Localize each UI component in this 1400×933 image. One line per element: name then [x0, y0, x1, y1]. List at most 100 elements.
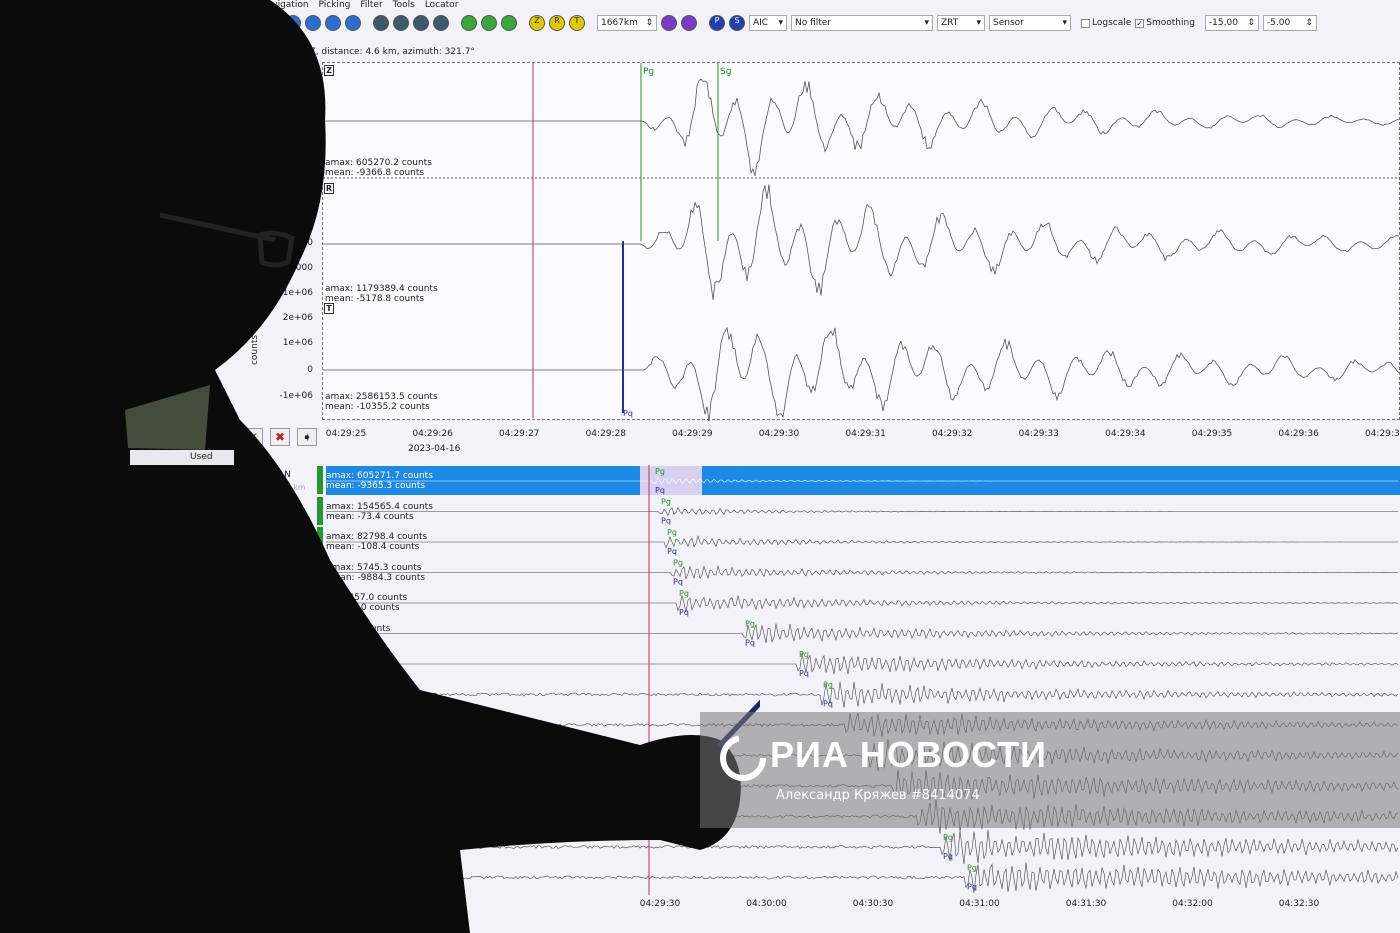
- tool-align-icon[interactable]: [413, 15, 429, 31]
- tool-reset-icon[interactable]: [433, 15, 449, 31]
- ria-logo-icon: [720, 735, 766, 781]
- station-amax: ax: 5457.0 counts: [326, 593, 408, 603]
- component-waveform: [323, 184, 1400, 300]
- watermark-credit: Александр Кряжев #8414074: [776, 788, 980, 803]
- time-tick: 04:29:35: [1191, 429, 1233, 439]
- time-tick: 04:32:00: [1172, 899, 1213, 909]
- smoothing-label: Smoothing: [1146, 18, 1195, 28]
- pg-pick-label: Pg: [655, 467, 665, 476]
- s-pick-button[interactable]: S: [729, 15, 745, 31]
- logscale-checkbox[interactable]: Logscale: [1081, 18, 1131, 28]
- station-amax: amax: 5745.3 counts: [326, 562, 422, 573]
- component-amax: amax: 605270.2 counts: [325, 158, 432, 168]
- sort-azimuth-icon[interactable]: [681, 15, 697, 31]
- time-tick: 04:29:34: [1105, 429, 1146, 439]
- station-amax: amax: 154565.4 counts: [326, 501, 433, 512]
- picker-select[interactable]: AIC ▾: [749, 15, 787, 31]
- menu-filter[interactable]: Filter: [360, 0, 383, 10]
- max-value: -5.00: [1266, 18, 1291, 28]
- max-spinbox[interactable]: -5.00 ⇕: [1262, 15, 1317, 31]
- station-waveform: [325, 862, 1399, 894]
- smoothing-checkbox[interactable]: ✓ Smoothing: [1135, 18, 1195, 28]
- component-waveform: [323, 78, 1400, 177]
- reject-button[interactable]: ✖: [270, 428, 290, 446]
- time-tick: 04:30:00: [746, 899, 787, 909]
- nav-fit-icon[interactable]: [325, 15, 341, 31]
- pq-pick-label: Pq: [799, 669, 809, 678]
- filter-select[interactable]: No filter ▾: [791, 15, 933, 31]
- time-tick: 04:29:32: [931, 429, 973, 439]
- menu-navigation[interactable]: Navigation: [260, 0, 309, 10]
- component-z-button[interactable]: Z: [529, 15, 545, 31]
- station-mean: : -9710.0 counts: [326, 603, 400, 613]
- pq-pick-label: Pq: [967, 883, 977, 892]
- time-tick: 04:29:30: [639, 899, 681, 909]
- used-indicator[interactable]: [317, 466, 323, 494]
- time-tick: 04:30:30: [852, 899, 894, 909]
- station-mean: mean: -108.4 counts: [326, 542, 420, 552]
- y-tick: 0: [307, 238, 313, 248]
- checkbox-icon: [1081, 18, 1090, 28]
- y-tick: 1e+06: [282, 338, 313, 348]
- pg-pick-label: Pg: [667, 528, 677, 537]
- used-indicator[interactable]: [317, 496, 323, 525]
- menu-bar: Navigation Picking Filter Tools Locator: [260, 0, 458, 11]
- component-trace-panel[interactable]: Pg Sg Pq: [322, 62, 1400, 421]
- min-spinbox[interactable]: -15.00 ⇕: [1204, 15, 1259, 31]
- time-tick: 04:31:30: [1065, 899, 1107, 909]
- station-stats: ax: 5457.0 counts: -9710.0 counts: [326, 593, 407, 613]
- time-tick: 04:29:27: [498, 429, 540, 439]
- component-waveform: [323, 326, 1400, 421]
- rotation-select[interactable]: ZRT ▾: [937, 15, 985, 31]
- person-silhouette: [0, 0, 760, 933]
- component-label-r: R: [324, 183, 334, 194]
- nav-down-icon[interactable]: [345, 15, 361, 31]
- component-amax: amax: 2586153.5 counts: [325, 392, 438, 402]
- menu-picking[interactable]: Picking: [318, 0, 351, 10]
- time-tick: 04:29:33: [1018, 429, 1060, 439]
- menu-tools[interactable]: Tools: [392, 0, 415, 10]
- checkmark-icon: ✓: [1135, 18, 1145, 28]
- filter-prev-icon[interactable]: [501, 15, 517, 31]
- station-waveform: [326, 506, 1398, 517]
- pick-label: Pq: [623, 409, 633, 418]
- station-stats: amax: 5745.3 counts mean: -9884.3 counts: [326, 563, 425, 583]
- unit-value: Sensor: [993, 18, 1024, 28]
- component-label-t: T: [324, 303, 334, 314]
- sort-distance-icon[interactable]: [661, 15, 677, 31]
- y-tick: 0: [307, 365, 313, 375]
- p-pick-button[interactable]: P: [709, 15, 725, 31]
- component-t-button[interactable]: T: [569, 15, 585, 31]
- component-r-button[interactable]: R: [549, 15, 565, 31]
- tool-zoom-icon[interactable]: [393, 15, 409, 31]
- pg-pick-label: Pg: [799, 650, 809, 659]
- used-column-header-strip: Used: [130, 450, 234, 465]
- network-code: AN: [278, 470, 291, 480]
- station-waveform: [325, 681, 1399, 708]
- station-mean: mean: -9365.3 counts: [326, 481, 426, 491]
- component-mean: mean: -10355.2 counts: [325, 402, 430, 412]
- distance-spinbox[interactable]: 1667km ⇕: [597, 15, 657, 31]
- pg-pick-label: Pg: [823, 681, 833, 690]
- station-mean: mean: -73.4 counts: [326, 511, 414, 522]
- time-tick: 04:29:36: [1278, 429, 1319, 439]
- time-tick: 04:29:26: [412, 429, 453, 439]
- tool-pick-icon[interactable]: [373, 15, 389, 31]
- pq-pick-label: Pq: [673, 578, 683, 587]
- filter-value: No filter: [795, 18, 832, 28]
- filter-icon[interactable]: [461, 15, 477, 31]
- component-label-z: Z: [324, 65, 334, 76]
- pq-pick-label: Pq: [943, 852, 953, 861]
- time-tick: 04:29:29: [672, 429, 713, 439]
- logscale-label: Logscale: [1092, 18, 1132, 28]
- nav-left-right-icon[interactable]: [305, 15, 321, 31]
- pg-pick-label: Pg: [745, 620, 755, 629]
- station-waveform: [326, 535, 1398, 549]
- menu-locator[interactable]: Locator: [424, 0, 459, 10]
- station-stats: amax: 82798.4 counts mean: -108.4 counts: [326, 532, 427, 552]
- station-waveform: [326, 623, 1399, 643]
- relocate-button[interactable]: ➧: [297, 428, 317, 446]
- used-column-header: Used: [190, 452, 213, 462]
- unit-select[interactable]: Sensor ▾: [989, 15, 1071, 31]
- filter-next-icon[interactable]: [481, 15, 497, 31]
